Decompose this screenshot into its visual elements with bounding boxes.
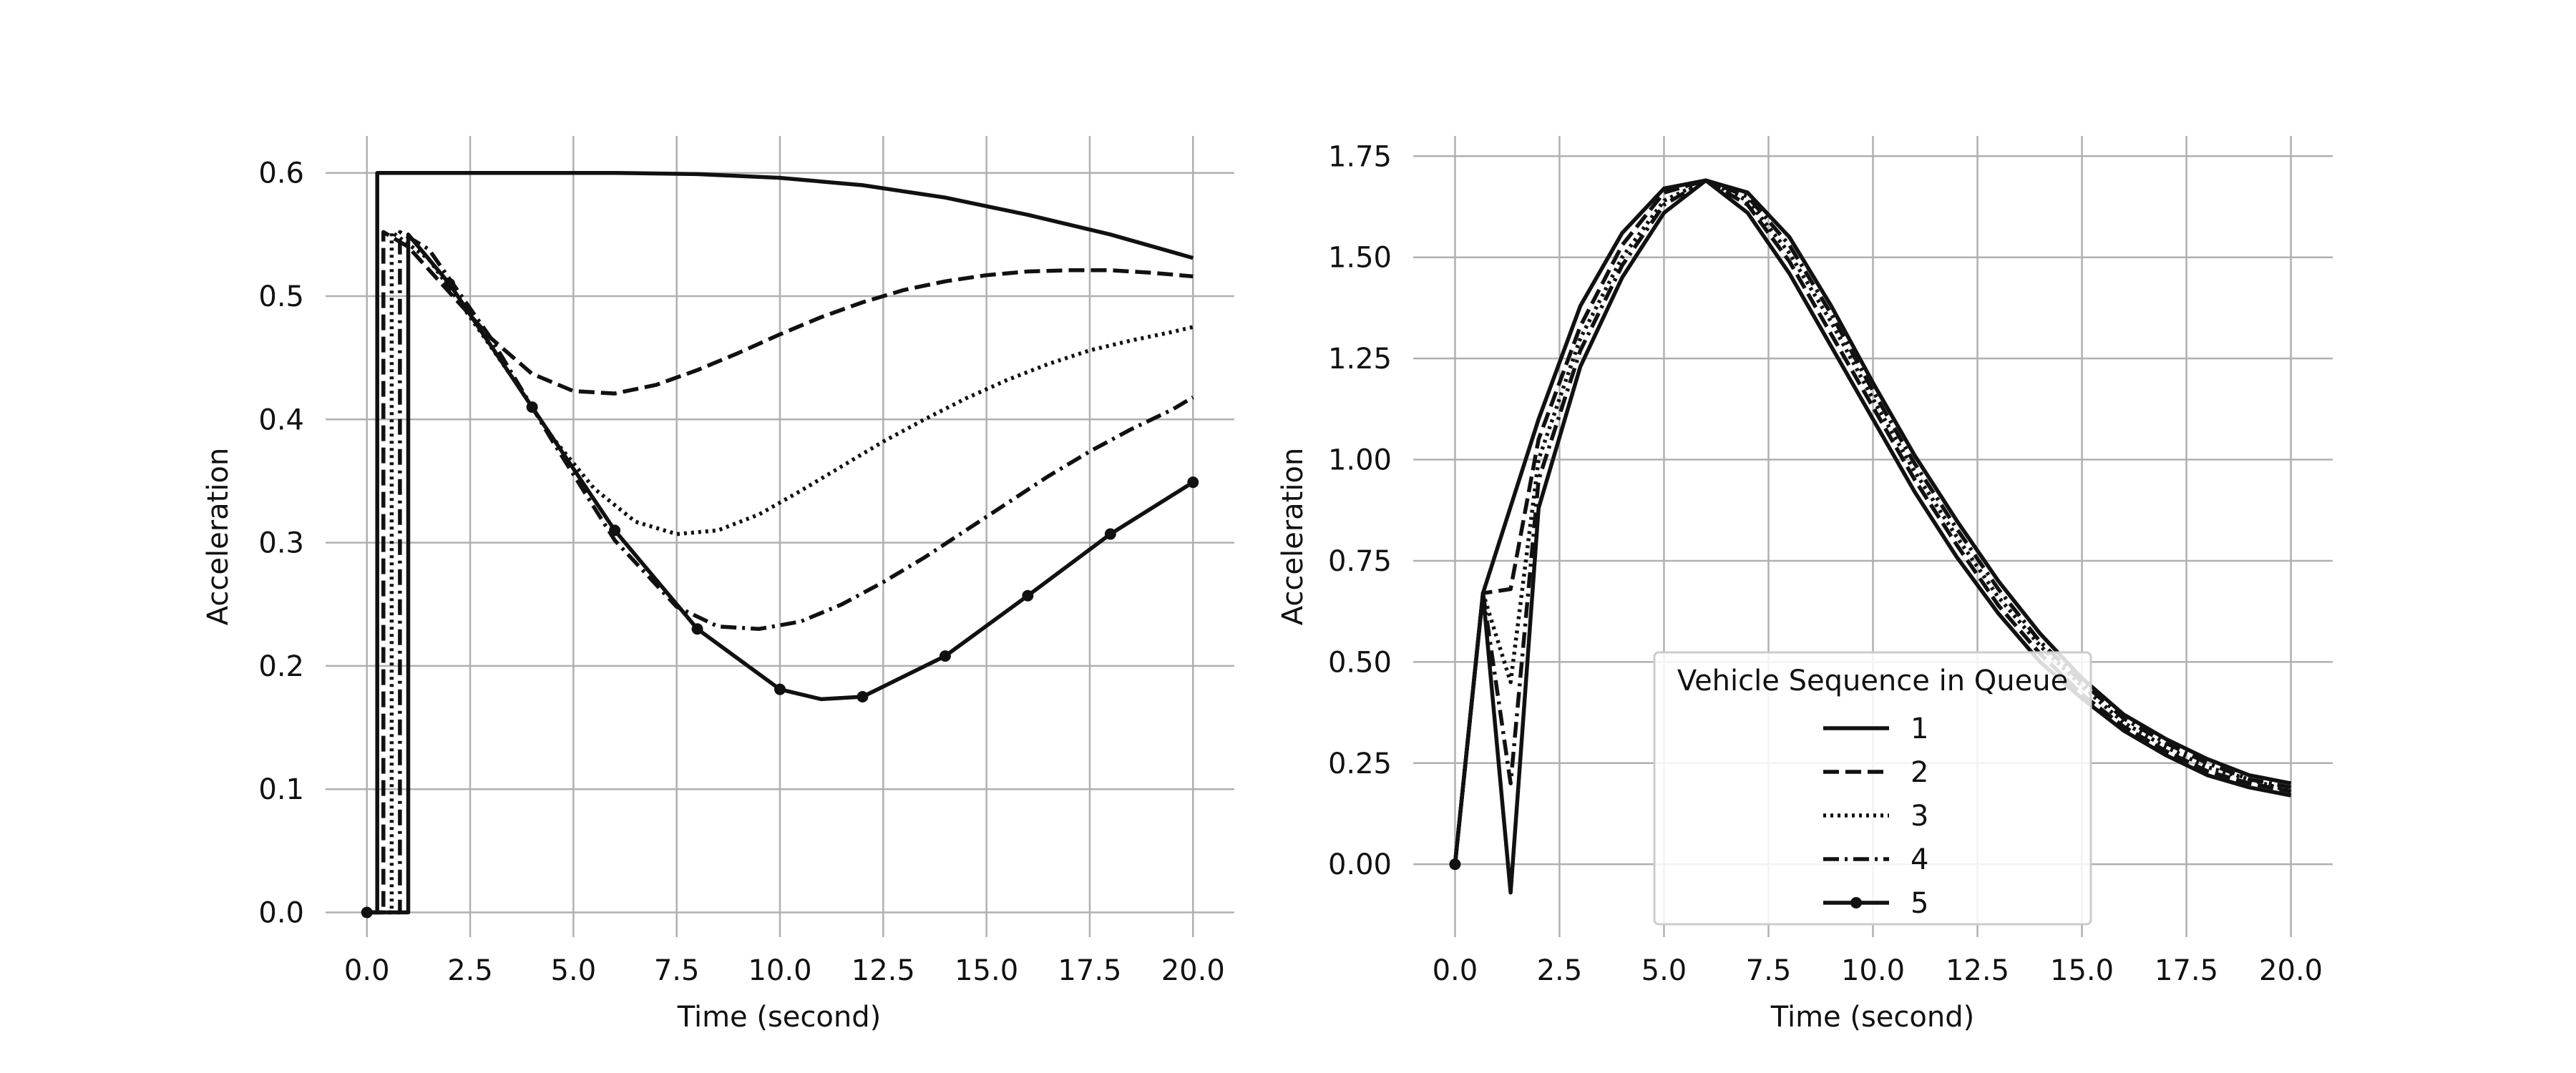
- y-tick-label: 0.2: [258, 650, 304, 683]
- x-tick-label: 7.5: [1746, 954, 1792, 987]
- x-tick-label: 12.5: [852, 954, 915, 987]
- x-tick-label: 0.0: [1433, 954, 1478, 987]
- x-tick-label: 20.0: [2259, 954, 2323, 987]
- y-tick-label: 1.75: [1328, 140, 1392, 173]
- x-tick-label: 0.0: [344, 954, 390, 987]
- x-tick-label: 20.0: [1161, 954, 1225, 987]
- series-5-marker: [361, 906, 373, 918]
- x-tick-label: 10.0: [1841, 954, 1905, 987]
- legend-marker-5: [1850, 897, 1862, 908]
- series-5-marker: [691, 623, 703, 635]
- x-tick-label: 10.0: [748, 954, 811, 987]
- right-tick-labels: 0.0 2.5 5.0 7.5 10.0 12.5 15.0 17.5 20.0 0.00 0.25…: [1328, 140, 2323, 987]
- legend-label-1: 1: [1911, 712, 1928, 745]
- legend-frame: [1653, 651, 2092, 926]
- legend: Vehicle Sequence in Queue 1 2 3 4 5: [1653, 651, 2092, 926]
- legend-label-2: 2: [1911, 756, 1928, 789]
- x-tick-label: 5.0: [1641, 954, 1687, 987]
- legend-label-5: 5: [1911, 887, 1928, 920]
- left-tick-labels: 0.0 2.5 5.0 7.5 10.0 12.5 15.0 17.5 20.0 0.0 0.1 0.…: [258, 157, 1224, 987]
- legend-entries: 1 2 3 4 5: [1823, 712, 1928, 920]
- x-tick-label: 5.0: [551, 954, 597, 987]
- series-5-marker: [1449, 858, 1461, 871]
- series-5-marker: [857, 691, 869, 702]
- y-tick-label: 0.6: [258, 157, 304, 190]
- left-grid: [326, 136, 1234, 937]
- y-tick-label: 0.0: [258, 897, 304, 930]
- series-5-marker: [609, 524, 621, 536]
- x-tick-label: 12.5: [1946, 954, 2009, 987]
- y-tick-label: 0.75: [1328, 545, 1392, 578]
- series-4-line: [1453, 178, 2292, 865]
- series-5-marker: [526, 401, 538, 413]
- right-y-axis-label: Acceleration: [1277, 448, 1309, 626]
- series-5-marker: [444, 278, 456, 290]
- series-2-line: [1453, 178, 2292, 865]
- y-tick-label: 1.00: [1328, 444, 1392, 477]
- x-tick-label: 2.5: [447, 954, 493, 987]
- series-2-line: [366, 230, 1194, 915]
- x-tick-label: 2.5: [1537, 954, 1583, 987]
- series-1-line: [366, 170, 1194, 915]
- right-series-lines: [1449, 178, 2292, 895]
- series-5-marker: [1104, 528, 1116, 540]
- legend-label-4: 4: [1911, 843, 1928, 876]
- y-tick-label: 1.50: [1328, 242, 1392, 275]
- y-tick-label: 0.5: [258, 280, 304, 313]
- series-5-marker: [1022, 589, 1034, 602]
- left-y-axis-label: Acceleration: [202, 448, 235, 626]
- x-tick-label: 17.5: [1058, 954, 1121, 987]
- series-1-line: [1453, 178, 2292, 865]
- y-tick-label: 0.00: [1328, 848, 1392, 881]
- y-tick-label: 0.4: [258, 403, 304, 436]
- series-5-marker: [1187, 476, 1199, 489]
- legend-title: Vehicle Sequence in Queue: [1677, 665, 2068, 697]
- left-series-lines: [361, 170, 1199, 918]
- series-5-line: [1453, 178, 2292, 895]
- left-chart-panel: 0.0 2.5 5.0 7.5 10.0 12.5 15.0 17.5 20.0 0.0 0.1 0.…: [202, 136, 1234, 1034]
- x-tick-label: 7.5: [654, 954, 700, 987]
- series-5-marker: [939, 650, 951, 662]
- x-tick-label: 15.0: [955, 954, 1018, 987]
- left-x-axis-label: Time (second): [677, 1001, 881, 1034]
- x-tick-label: 17.5: [2155, 954, 2218, 987]
- y-tick-label: 0.3: [258, 527, 304, 560]
- x-tick-label: 15.0: [2050, 954, 2114, 987]
- right-x-axis-label: Time (second): [1770, 1001, 1974, 1034]
- y-tick-label: 0.1: [258, 773, 304, 806]
- y-tick-label: 1.25: [1328, 343, 1392, 376]
- series-5-line: [366, 232, 1194, 915]
- y-tick-label: 0.25: [1328, 748, 1392, 780]
- legend-label-3: 3: [1911, 800, 1928, 833]
- series-5-marker: [774, 683, 786, 695]
- right-chart-panel: 0.0 2.5 5.0 7.5 10.0 12.5 15.0 17.5 20.0 0.00 0.25…: [1277, 136, 2333, 1034]
- y-tick-label: 0.50: [1328, 646, 1392, 679]
